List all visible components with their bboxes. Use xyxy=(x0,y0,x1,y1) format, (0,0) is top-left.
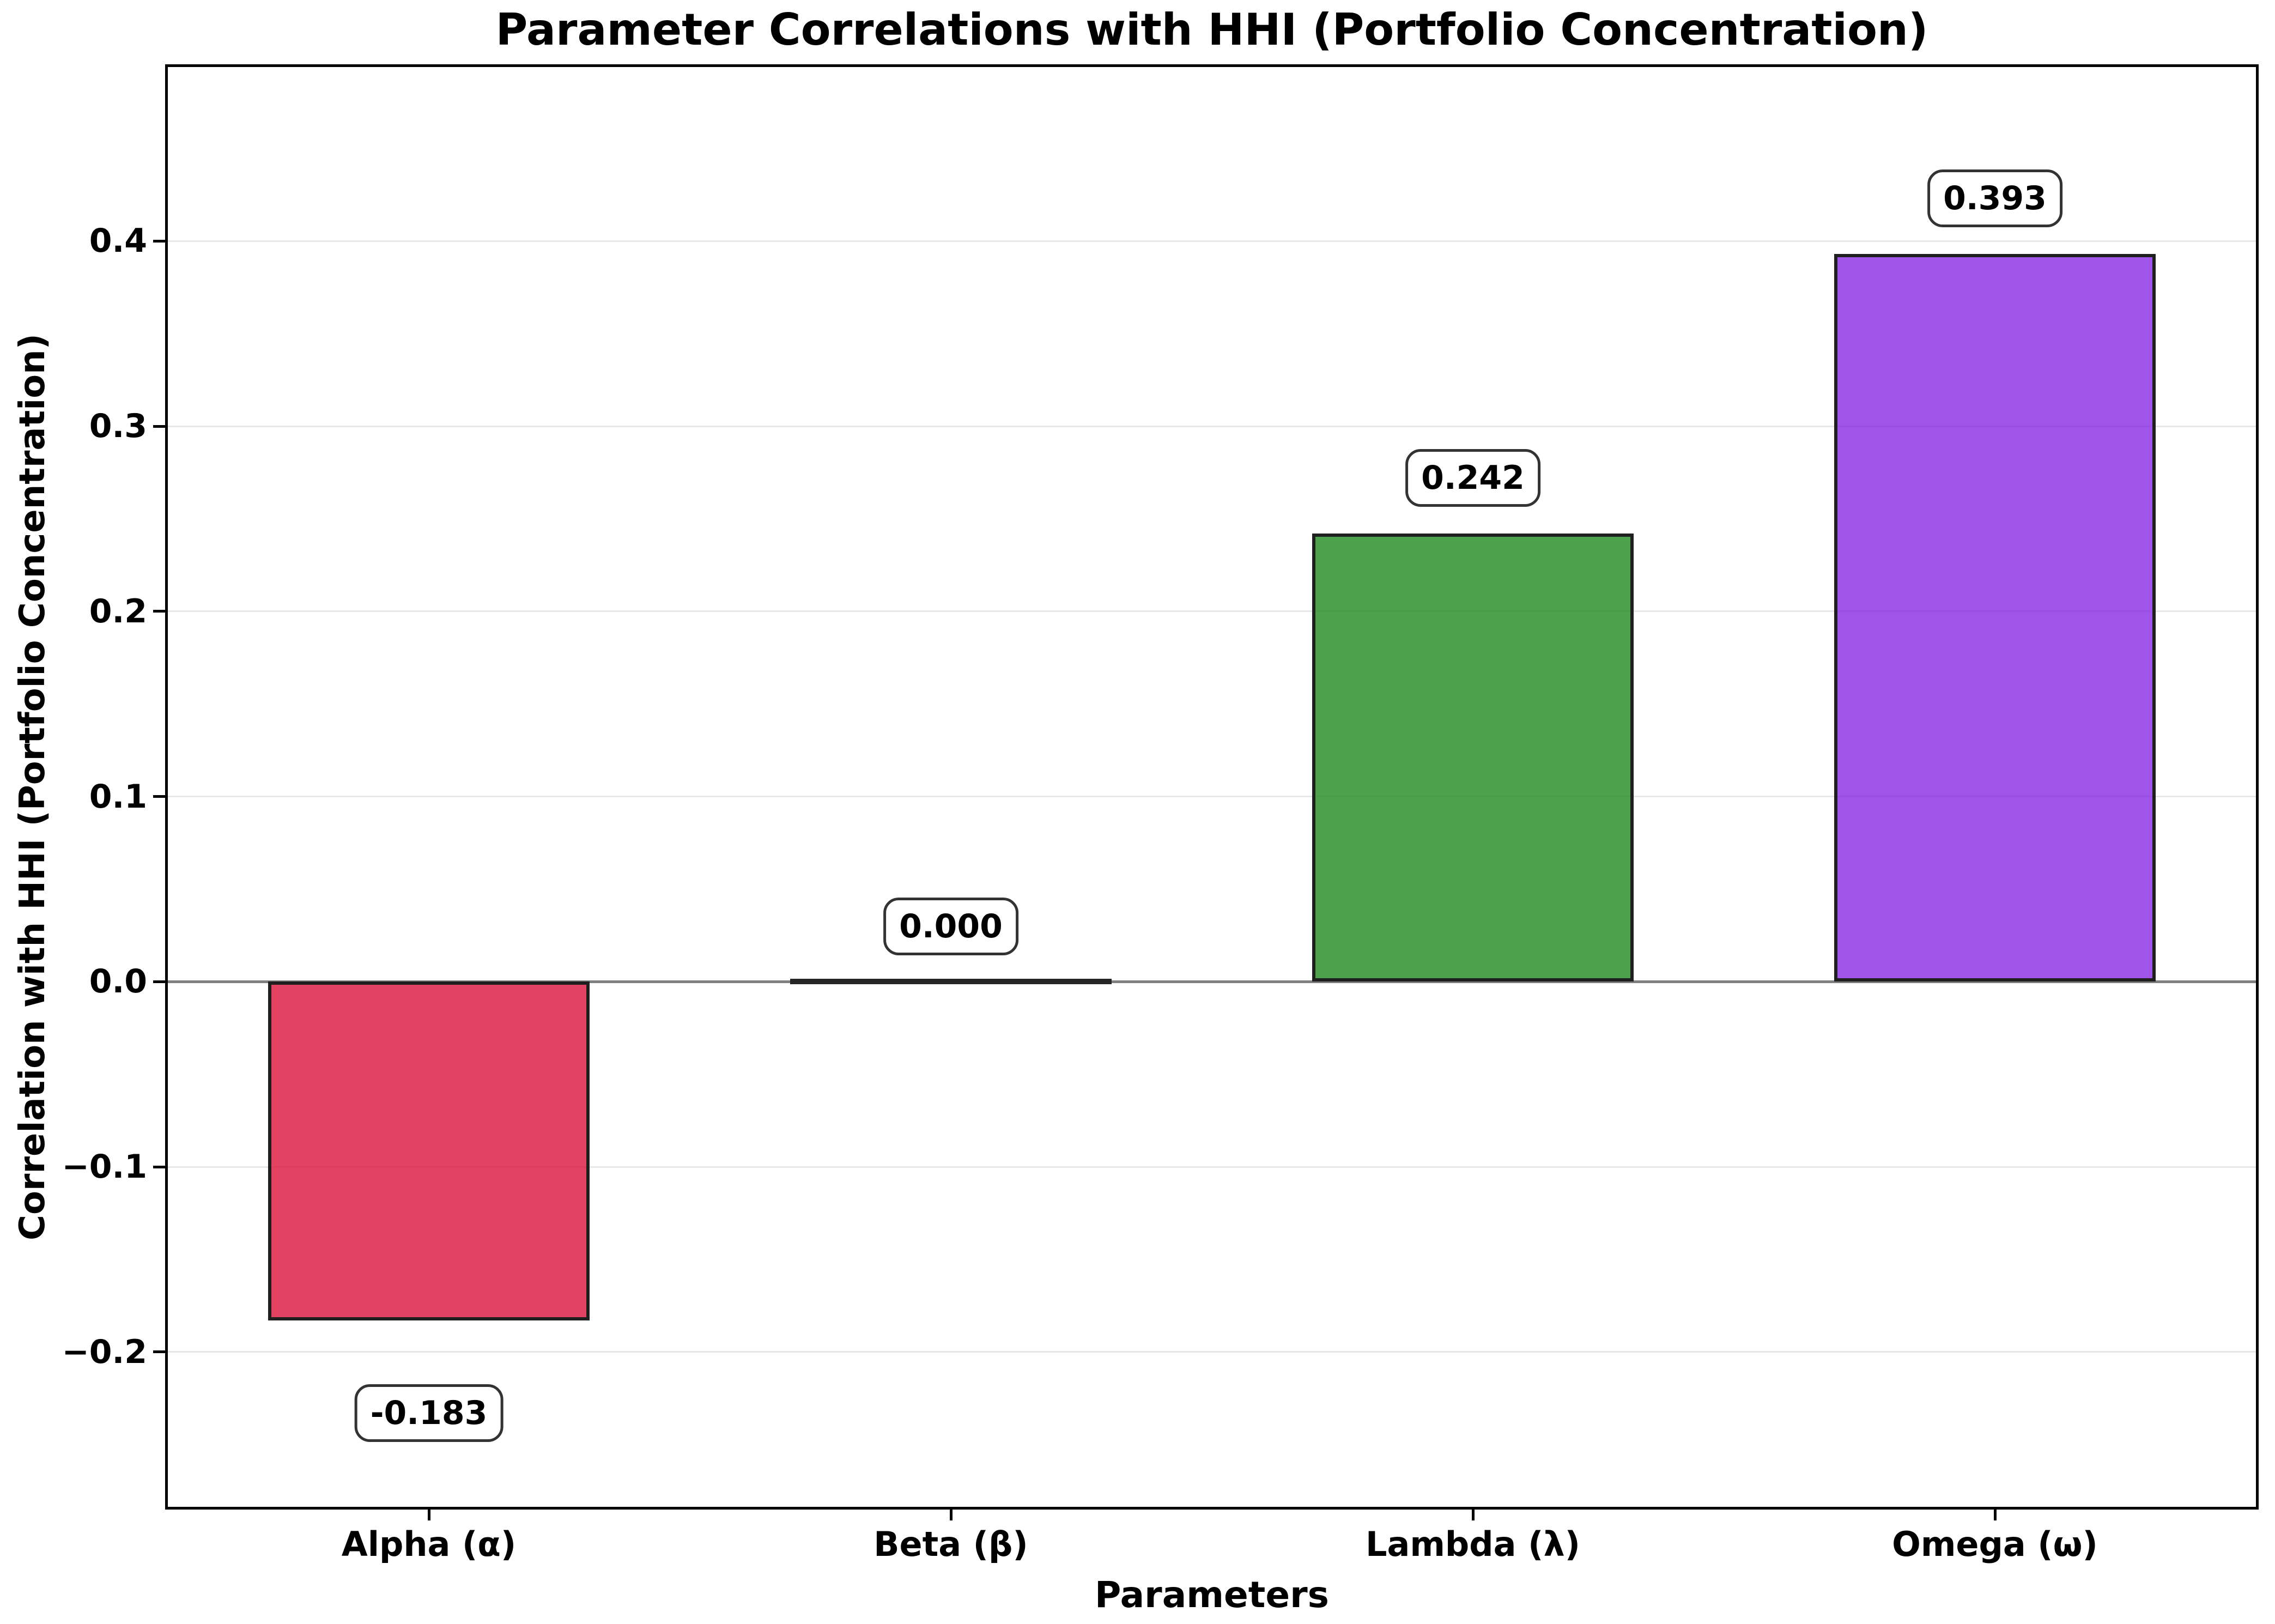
y-tick-label: 0.2 xyxy=(89,592,147,631)
y-tick-mark xyxy=(153,795,165,798)
y-tick-mark xyxy=(153,425,165,428)
y-tick-mark xyxy=(153,1165,165,1168)
grid-line xyxy=(168,425,2256,427)
grid-line xyxy=(168,1351,2256,1353)
x-tick-label: Beta (β) xyxy=(873,1524,1028,1564)
grid-line xyxy=(168,240,2256,242)
grid-line xyxy=(168,796,2256,798)
y-tick-label: −0.1 xyxy=(62,1148,147,1186)
bar xyxy=(790,979,1112,985)
x-tick-mark xyxy=(949,1510,953,1520)
x-tick-label: Omega (ω) xyxy=(1892,1524,2098,1564)
grid-line xyxy=(168,1166,2256,1168)
bar-value-label: -0.183 xyxy=(354,1384,503,1443)
x-tick-mark xyxy=(1471,1510,1475,1520)
plot-area: -0.183 0.000 0.242 0.393 xyxy=(165,64,2259,1510)
x-axis-label: Parameters xyxy=(1095,1574,1329,1616)
y-tick-label: 0.0 xyxy=(89,962,147,1001)
x-tick-label: Alpha (α) xyxy=(341,1524,517,1564)
y-tick-label: 0.1 xyxy=(89,777,147,816)
x-tick-mark xyxy=(427,1510,430,1520)
y-tick-mark xyxy=(153,1350,165,1354)
y-tick-mark xyxy=(153,980,165,983)
zero-line xyxy=(168,980,2256,983)
y-tick-mark xyxy=(153,239,165,243)
y-tick-label: 0.3 xyxy=(89,407,147,446)
y-tick-mark xyxy=(153,610,165,613)
y-tick-label: −0.2 xyxy=(62,1332,147,1371)
bar-value-label: 0.000 xyxy=(883,897,1018,955)
bar-value-label: 0.393 xyxy=(1927,169,2062,228)
bar xyxy=(268,981,590,1321)
x-tick-label: Lambda (λ) xyxy=(1365,1524,1581,1564)
bar-value-label: 0.242 xyxy=(1405,449,1540,507)
grid-line xyxy=(168,610,2256,613)
y-tick-label: 0.4 xyxy=(89,222,147,260)
bar xyxy=(1312,534,1634,982)
chart-title: Parameter Correlations with HHI (Portfol… xyxy=(495,4,1928,55)
x-tick-mark xyxy=(1993,1510,1997,1520)
bar xyxy=(1834,254,2156,982)
